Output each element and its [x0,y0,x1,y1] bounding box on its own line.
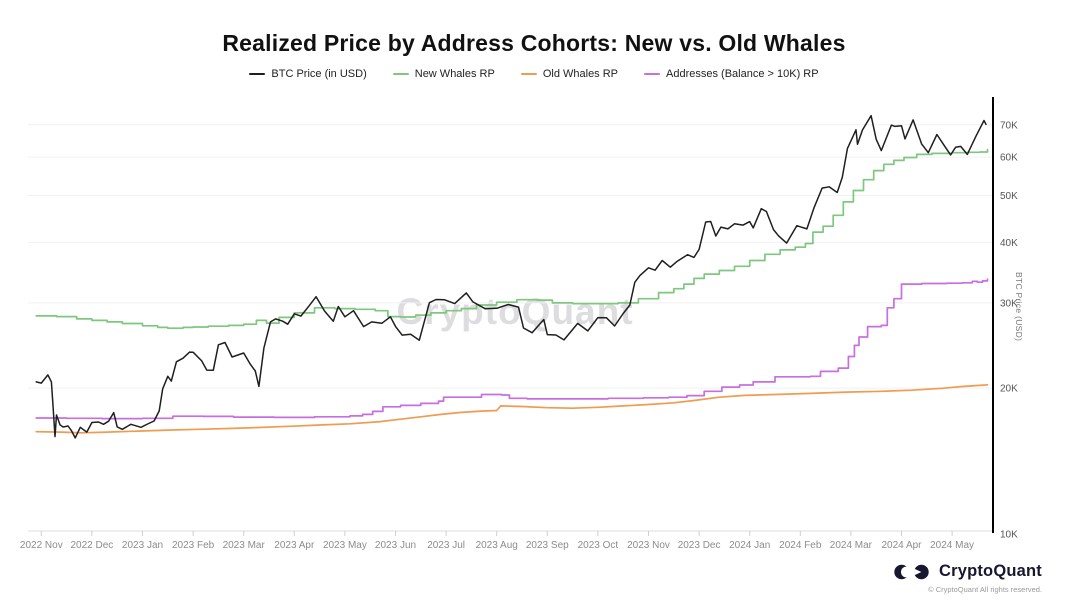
x-tick-label: 2023 Dec [678,540,721,551]
chart-legend: BTC Price (in USD) New Whales RP Old Whale… [0,68,1068,80]
x-tick-label: 2022 Dec [70,540,113,551]
x-tick-label: 2024 Jan [729,540,770,551]
x-tick-label: 2023 May [323,540,367,551]
y-tick-label: 50K [1000,191,1018,202]
new-whales-rp-line [35,148,989,330]
x-tick-label: 2023 Jun [375,540,416,551]
legend-item-addresses-10k-rp: Addresses (Balance > 10K) RP [644,68,819,80]
legend-item-new-whales-rp: New Whales RP [392,68,495,80]
x-tick-label: 2024 May [930,540,974,551]
btc-price-line [35,114,987,439]
legend-label: Old Whales RP [542,68,619,80]
x-tick-label: 2023 Aug [476,540,518,551]
y-axis-title: BTC Price (USD) [1014,272,1024,342]
y-tick-label: 10K [1000,529,1018,540]
watermark: CryptoQuant [396,291,634,332]
cryptoquant-logo-icon [894,564,929,579]
x-tick-label: 2023 Mar [223,540,266,551]
x-tick-label: 2023 Oct [578,540,619,551]
y-tick-label: 30K [1000,298,1018,309]
y-tick-label: 70K [1000,120,1018,131]
cryptoquant-brand: CryptoQuant [894,562,1042,581]
legend-dash-icon [644,73,661,75]
x-tick-label: 2022 Nov [20,540,63,551]
x-tick-label: 2023 Apr [274,540,315,551]
x-tick-label: 2024 Apr [881,540,922,551]
chart-title: Realized Price by Address Cohorts: New v… [222,30,846,56]
addresses-10k-rp-line [35,278,989,420]
y-tick-label: 60K [1000,153,1018,164]
x-tick-label: 2023 Sep [526,540,569,551]
legend-item-old-whales-rp: Old Whales RP [520,68,619,80]
y-tick-label: 20K [1000,384,1018,395]
legend-item-btc-price: BTC Price (in USD) [249,68,367,80]
x-tick-label: 2024 Feb [779,540,822,551]
x-tick-label: 2023 Jan [122,540,163,551]
legend-dash-icon [520,73,537,75]
brand-wordmark: CryptoQuant [938,562,1042,580]
y-tick-label: 40K [1000,238,1018,249]
legend-label: BTC Price (in USD) [271,68,367,80]
x-tick-label: 2024 Mar [830,540,873,551]
legend-label: Addresses (Balance > 10K) RP [666,68,819,80]
old-whales-rp-line [35,383,989,434]
x-tick-label: 2023 Jul [427,540,465,551]
legend-dash-icon [392,73,409,75]
legend-dash-icon [249,73,266,75]
x-tick-label: 2023 Feb [172,540,215,551]
legend-label: New Whales RP [414,68,495,80]
copyright-text: © CryptoQuant All rights reserved. [928,585,1042,594]
x-tick-label: 2023 Nov [627,540,670,551]
